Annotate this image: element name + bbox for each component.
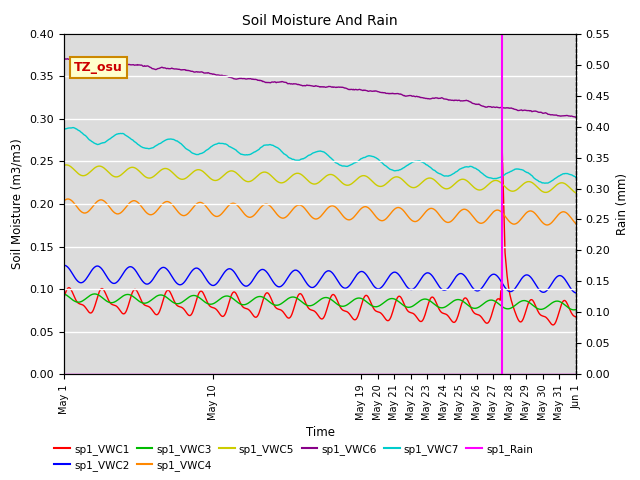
sp1_VWC6 (62, 56, 70, 62)
sp1_VWC4 (64, 196, 72, 202)
sp1_VWC5 (279, 180, 287, 185)
sp1_VWC6 (63, 56, 71, 61)
sp1_VWC2 (278, 282, 286, 288)
sp1_VWC7 (541, 180, 549, 186)
sp1_VWC3 (298, 299, 305, 305)
sp1_VWC4 (62, 196, 70, 202)
sp1_VWC2 (440, 288, 447, 293)
sp1_VWC4 (543, 222, 551, 228)
Line: sp1_VWC6: sp1_VWC6 (64, 59, 576, 117)
sp1_VWC5 (428, 176, 436, 181)
sp1_VWC5 (572, 190, 580, 196)
sp1_VWC7 (440, 173, 448, 179)
sp1_VWC3 (60, 291, 68, 297)
sp1_VWC1 (298, 292, 305, 298)
sp1_VWC6 (299, 83, 307, 89)
sp1_Rain (572, 372, 580, 377)
sp1_VWC4 (428, 205, 436, 211)
sp1_VWC6 (279, 79, 287, 85)
sp1_VWC1 (62, 288, 70, 294)
sp1_VWC5 (63, 162, 70, 168)
sp1_VWC6 (428, 96, 436, 101)
sp1_Rain (60, 372, 68, 377)
Line: sp1_VWC4: sp1_VWC4 (64, 199, 576, 225)
Y-axis label: Rain (mm): Rain (mm) (616, 173, 629, 235)
sp1_VWC3 (132, 296, 140, 301)
sp1_VWC1 (499, 148, 506, 154)
Line: sp1_VWC1: sp1_VWC1 (64, 151, 576, 325)
sp1_VWC6 (440, 96, 448, 102)
sp1_VWC3 (428, 299, 435, 305)
sp1_VWC5 (440, 186, 448, 192)
sp1_VWC4 (279, 215, 287, 221)
sp1_VWC6 (132, 62, 140, 68)
Line: sp1_VWC3: sp1_VWC3 (64, 294, 576, 310)
Legend: sp1_VWC1, sp1_VWC2, sp1_VWC3, sp1_VWC4, sp1_VWC5, sp1_VWC6, sp1_VWC7, sp1_Rain: sp1_VWC1, sp1_VWC2, sp1_VWC3, sp1_VWC4, … (50, 439, 538, 475)
sp1_VWC1 (428, 295, 435, 300)
sp1_VWC2 (298, 273, 305, 278)
Title: Soil Moisture And Rain: Soil Moisture And Rain (242, 14, 398, 28)
sp1_VWC4 (299, 204, 307, 209)
sp1_VWC4 (440, 218, 448, 224)
sp1_VWC7 (132, 140, 140, 146)
sp1_VWC7 (299, 156, 307, 162)
X-axis label: Time: Time (305, 426, 335, 439)
sp1_VWC4 (132, 199, 140, 204)
sp1_Rain (62, 372, 70, 377)
sp1_VWC2 (60, 263, 68, 268)
sp1_VWC5 (132, 166, 140, 171)
sp1_Rain (440, 372, 447, 377)
sp1_VWC7 (60, 127, 68, 132)
Line: sp1_VWC5: sp1_VWC5 (64, 165, 576, 193)
sp1_VWC3 (572, 307, 580, 312)
Line: sp1_VWC7: sp1_VWC7 (64, 128, 576, 183)
sp1_Rain (428, 372, 435, 377)
sp1_Rain (132, 372, 140, 377)
Y-axis label: Soil Moisture (m3/m3): Soil Moisture (m3/m3) (11, 139, 24, 269)
sp1_VWC4 (60, 198, 68, 204)
sp1_VWC1 (132, 287, 140, 292)
sp1_VWC1 (60, 295, 68, 300)
sp1_VWC2 (62, 263, 70, 269)
sp1_VWC2 (428, 272, 435, 278)
sp1_Rain (298, 372, 305, 377)
sp1_VWC5 (299, 172, 307, 178)
sp1_VWC1 (440, 311, 447, 316)
sp1_VWC2 (132, 268, 140, 274)
sp1_VWC7 (69, 125, 77, 131)
sp1_VWC3 (278, 300, 286, 306)
sp1_VWC5 (62, 162, 70, 168)
sp1_VWC4 (572, 221, 580, 227)
sp1_VWC7 (279, 150, 287, 156)
sp1_VWC5 (60, 163, 68, 168)
sp1_VWC6 (572, 114, 580, 120)
sp1_VWC1 (549, 322, 557, 328)
sp1_VWC3 (570, 307, 578, 313)
sp1_VWC1 (572, 314, 580, 320)
sp1_VWC6 (60, 56, 68, 62)
sp1_Rain (278, 372, 286, 377)
sp1_VWC3 (62, 292, 70, 298)
Line: sp1_VWC2: sp1_VWC2 (64, 265, 576, 293)
Text: TZ_osu: TZ_osu (74, 61, 123, 74)
sp1_VWC3 (440, 305, 447, 311)
sp1_VWC7 (62, 126, 70, 132)
sp1_VWC2 (572, 290, 580, 296)
sp1_VWC7 (428, 166, 436, 172)
sp1_VWC1 (278, 308, 286, 314)
sp1_VWC7 (572, 175, 580, 180)
